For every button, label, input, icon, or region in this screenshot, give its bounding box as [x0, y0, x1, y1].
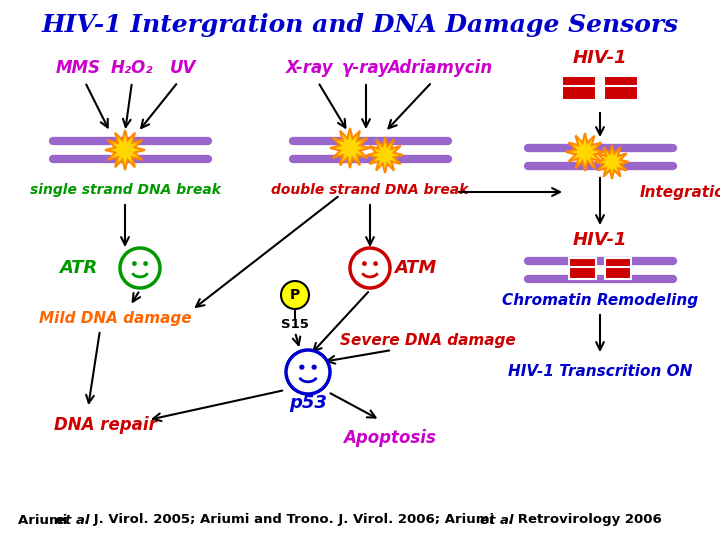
Circle shape	[120, 248, 160, 288]
Text: Integration: Integration	[640, 185, 720, 199]
Text: DNA repair: DNA repair	[53, 416, 156, 434]
Circle shape	[350, 248, 390, 288]
Text: Adriamycin: Adriamycin	[387, 59, 492, 77]
Text: Apoptosis: Apoptosis	[343, 429, 436, 447]
Text: HIV-1: HIV-1	[572, 49, 627, 67]
Text: ATM: ATM	[394, 259, 436, 277]
FancyBboxPatch shape	[570, 267, 595, 279]
Text: γ-ray: γ-ray	[342, 59, 390, 77]
Text: Severe DNA damage: Severe DNA damage	[340, 333, 516, 348]
Text: p53: p53	[289, 394, 327, 412]
Text: P: P	[290, 288, 300, 302]
Circle shape	[132, 261, 137, 266]
Circle shape	[143, 261, 148, 266]
Polygon shape	[367, 137, 403, 173]
Text: et al: et al	[480, 514, 513, 526]
Polygon shape	[105, 130, 145, 170]
Text: . J. Virol. 2005; Ariumi and Trono. J. Virol. 2006; Ariumi: . J. Virol. 2005; Ariumi and Trono. J. V…	[84, 514, 499, 526]
Text: MMS: MMS	[55, 59, 101, 77]
FancyBboxPatch shape	[603, 86, 638, 100]
FancyBboxPatch shape	[562, 86, 596, 100]
Circle shape	[286, 350, 330, 394]
Text: Chromatin Remodeling: Chromatin Remodeling	[502, 293, 698, 307]
Text: HIV-1 Intergration and DNA Damage Sensors: HIV-1 Intergration and DNA Damage Sensor…	[42, 13, 678, 37]
Text: Mild DNA damage: Mild DNA damage	[39, 310, 192, 326]
Polygon shape	[566, 133, 604, 171]
Text: Ariumi: Ariumi	[18, 514, 72, 526]
Circle shape	[300, 364, 305, 370]
Circle shape	[281, 281, 309, 309]
Circle shape	[312, 364, 317, 370]
Text: H₂O₂: H₂O₂	[111, 59, 153, 77]
FancyBboxPatch shape	[570, 258, 595, 269]
Circle shape	[362, 261, 366, 266]
Text: HIV-1 Transcrition ON: HIV-1 Transcrition ON	[508, 364, 692, 380]
FancyBboxPatch shape	[605, 267, 631, 279]
Text: et al: et al	[56, 514, 89, 526]
Polygon shape	[330, 128, 370, 168]
Text: single strand DNA break: single strand DNA break	[30, 183, 220, 197]
Text: HIV-1: HIV-1	[572, 231, 627, 249]
Text: X-ray: X-ray	[286, 59, 334, 77]
FancyBboxPatch shape	[605, 258, 631, 269]
FancyBboxPatch shape	[562, 76, 596, 90]
Text: ATR: ATR	[59, 259, 97, 277]
Text: S15: S15	[281, 319, 309, 332]
FancyBboxPatch shape	[603, 76, 638, 90]
Text: double strand DNA break: double strand DNA break	[271, 183, 469, 197]
Text: . Retrovirology 2006: . Retrovirology 2006	[508, 514, 662, 526]
Polygon shape	[595, 145, 629, 179]
Text: UV: UV	[170, 59, 196, 77]
Circle shape	[373, 261, 378, 266]
